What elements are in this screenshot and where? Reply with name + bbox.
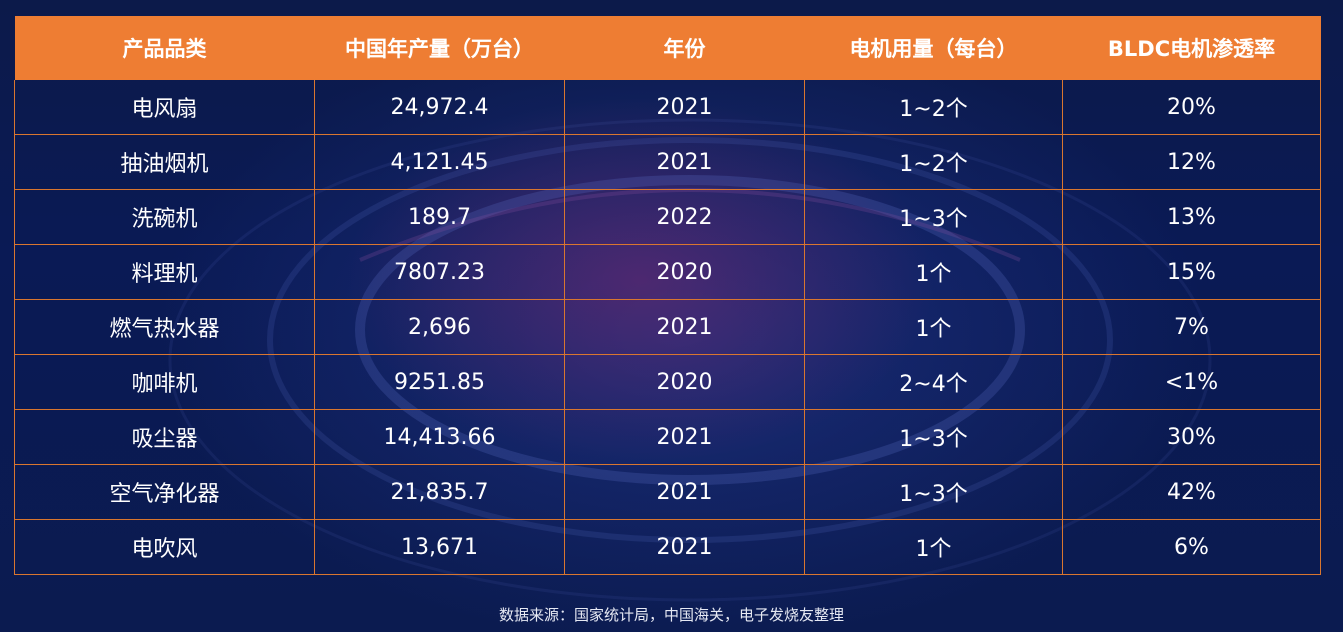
cell-output: 189.7 bbox=[314, 189, 565, 245]
cell-penetration: 12% bbox=[1062, 134, 1321, 190]
cell-motor-usage: 1个 bbox=[804, 299, 1063, 355]
data-source-note: 数据来源：国家统计局，中国海关，电子发烧友整理 bbox=[498, 606, 844, 624]
cell-product: 洗碗机 bbox=[14, 189, 315, 245]
cell-output: 13,671 bbox=[314, 519, 565, 575]
cell-motor-usage: 1~3个 bbox=[804, 464, 1063, 520]
table-row: 抽油烟机 4,121.45 2021 1~2个 12% bbox=[14, 134, 1321, 190]
table-row: 洗碗机 189.7 2022 1~3个 13% bbox=[14, 189, 1321, 245]
cell-output: 7807.23 bbox=[314, 244, 565, 300]
cell-motor-usage: 1~3个 bbox=[804, 189, 1063, 245]
table-row: 空气净化器 21,835.7 2021 1~3个 42% bbox=[14, 464, 1321, 520]
cell-motor-usage: 2~4个 bbox=[804, 354, 1063, 410]
cell-product: 燃气热水器 bbox=[14, 299, 315, 355]
header-motor-usage: 电机用量（每台） bbox=[804, 16, 1063, 80]
cell-year: 2021 bbox=[564, 519, 805, 575]
cell-penetration: 13% bbox=[1062, 189, 1321, 245]
cell-penetration: <1% bbox=[1062, 354, 1321, 410]
header-bldc-penetration: BLDC电机渗透率 bbox=[1062, 16, 1321, 80]
cell-penetration: 15% bbox=[1062, 244, 1321, 300]
table-row: 电吹风 13,671 2021 1个 6% bbox=[14, 519, 1321, 575]
header-annual-output: 中国年产量（万台） bbox=[314, 16, 565, 80]
cell-penetration: 7% bbox=[1062, 299, 1321, 355]
cell-year: 2021 bbox=[564, 464, 805, 520]
header-product-category: 产品品类 bbox=[14, 16, 315, 80]
table-row: 燃气热水器 2,696 2021 1个 7% bbox=[14, 299, 1321, 355]
cell-year: 2020 bbox=[564, 354, 805, 410]
table-row: 料理机 7807.23 2020 1个 15% bbox=[14, 244, 1321, 300]
data-table-container: 产品品类 中国年产量（万台） 年份 电机用量（每台） BLDC电机渗透率 电风扇… bbox=[14, 16, 1321, 575]
cell-product: 空气净化器 bbox=[14, 464, 315, 520]
cell-motor-usage: 1~2个 bbox=[804, 80, 1063, 135]
table-header-row: 产品品类 中国年产量（万台） 年份 电机用量（每台） BLDC电机渗透率 bbox=[14, 16, 1321, 80]
cell-output: 4,121.45 bbox=[314, 134, 565, 190]
motor-penetration-table: 产品品类 中国年产量（万台） 年份 电机用量（每台） BLDC电机渗透率 电风扇… bbox=[14, 16, 1321, 575]
cell-motor-usage: 1个 bbox=[804, 519, 1063, 575]
cell-output: 24,972.4 bbox=[314, 80, 565, 135]
table-row: 吸尘器 14,413.66 2021 1~3个 30% bbox=[14, 409, 1321, 465]
cell-penetration: 20% bbox=[1062, 80, 1321, 135]
cell-product: 抽油烟机 bbox=[14, 134, 315, 190]
table-row: 电风扇 24,972.4 2021 1~2个 20% bbox=[14, 80, 1321, 135]
cell-product: 电吹风 bbox=[14, 519, 315, 575]
cell-penetration: 6% bbox=[1062, 519, 1321, 575]
cell-product: 电风扇 bbox=[14, 80, 315, 135]
cell-year: 2022 bbox=[564, 189, 805, 245]
cell-product: 料理机 bbox=[14, 244, 315, 300]
cell-output: 2,696 bbox=[314, 299, 565, 355]
cell-output: 21,835.7 bbox=[314, 464, 565, 520]
cell-year: 2021 bbox=[564, 299, 805, 355]
cell-output: 9251.85 bbox=[314, 354, 565, 410]
cell-year: 2021 bbox=[564, 409, 805, 465]
cell-motor-usage: 1个 bbox=[804, 244, 1063, 300]
cell-penetration: 42% bbox=[1062, 464, 1321, 520]
cell-year: 2021 bbox=[564, 80, 805, 135]
cell-product: 咖啡机 bbox=[14, 354, 315, 410]
cell-product: 吸尘器 bbox=[14, 409, 315, 465]
cell-year: 2020 bbox=[564, 244, 805, 300]
cell-penetration: 30% bbox=[1062, 409, 1321, 465]
cell-year: 2021 bbox=[564, 134, 805, 190]
cell-output: 14,413.66 bbox=[314, 409, 565, 465]
header-year: 年份 bbox=[564, 16, 805, 80]
table-row: 咖啡机 9251.85 2020 2~4个 <1% bbox=[14, 354, 1321, 410]
cell-motor-usage: 1~2个 bbox=[804, 134, 1063, 190]
cell-motor-usage: 1~3个 bbox=[804, 409, 1063, 465]
